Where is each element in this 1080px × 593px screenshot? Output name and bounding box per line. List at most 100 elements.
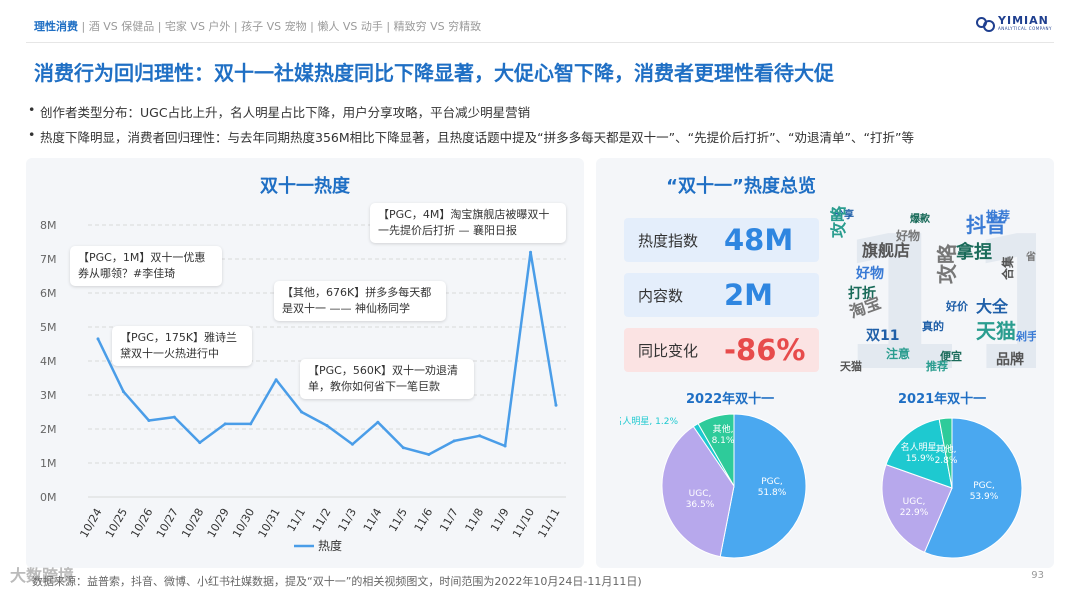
y-tick-label: 1M: [40, 457, 57, 470]
y-tick-label: 2M: [40, 423, 57, 436]
page-title: 消费行为回归理性：双十一社媒热度同比下降显著，大促心智下降，消费者更理性看待大促: [34, 61, 834, 85]
pie-label: 36.5%: [686, 500, 715, 510]
pie-label: 15.9%: [906, 454, 935, 464]
data-point: [554, 403, 558, 407]
wordcloud-word: 真的: [922, 319, 944, 333]
x-tick-label: 11/2: [310, 506, 334, 534]
x-tick-label: 11/7: [437, 506, 461, 534]
logo-name: YIMIAN: [998, 14, 1049, 27]
nav-item[interactable]: 懒人 VS 动手: [317, 20, 383, 33]
data-point: [198, 441, 202, 445]
wordcloud-word: 爆款: [910, 212, 931, 225]
nav-separator: |: [154, 20, 165, 33]
x-tick-label: 11/11: [535, 506, 562, 540]
pie-2022-title: 2022年双十一: [686, 392, 775, 407]
x-tick-label: 10/31: [256, 506, 283, 540]
data-point: [121, 390, 125, 394]
wordcloud-word: 便宜: [940, 349, 962, 363]
pie-2021-title: 2021年双十一: [898, 392, 987, 407]
pie-label: 其他,: [713, 423, 734, 435]
data-point: [147, 419, 151, 422]
metric-yoy-change: 同比变化 -86%: [624, 328, 819, 372]
pie-label: 2.8%: [935, 456, 958, 466]
wordcloud-word: 天猫: [976, 319, 1016, 343]
x-tick-label: 11/1: [285, 506, 309, 534]
y-tick-label: 3M: [40, 389, 57, 402]
metric-heat-index: 热度指数 48M: [624, 218, 819, 262]
metric-value: 48M: [724, 223, 794, 257]
pie-label: 51.8%: [758, 488, 787, 498]
bullet-heat-decline: 热度下降明显，消费者回归理性：与去年同期热度356M相比下降显著，且热度话题中提…: [28, 127, 914, 146]
wordcloud-word: 双11: [866, 328, 899, 344]
pie-label: 名人明星, 1.2%: [620, 415, 678, 427]
wordcloud-word: 分享: [834, 208, 854, 221]
data-point: [223, 422, 227, 426]
y-tick-label: 8M: [40, 219, 57, 232]
wordcloud-word: 省钱: [1025, 250, 1036, 263]
x-tick-label: 10/25: [103, 506, 130, 540]
callout-pgc-560k: 【PGC，560K】双十一劝退清单，教你如何省下一笔巨款: [300, 359, 474, 399]
metric-value: -86%: [724, 333, 806, 367]
logo-icon: [976, 14, 996, 32]
metric-label: 内容数: [638, 286, 684, 305]
data-point: [376, 420, 380, 424]
pie-label: PGC,: [761, 477, 783, 487]
y-tick-label: 4M: [40, 355, 57, 368]
yimian-logo: YIMIAN ANALYTICAL COMPANY: [976, 14, 1052, 32]
pie-slice-名人明星: [885, 418, 953, 489]
data-point: [478, 434, 482, 438]
metric-label: 热度指数: [638, 231, 699, 250]
nav-item[interactable]: 理性消费: [34, 20, 78, 33]
callout-pgc-175k: 【PGC，175K】雅诗兰黛双十一火热进行中: [112, 326, 252, 366]
data-point: [96, 337, 100, 341]
pie-label: UGC,: [903, 497, 926, 507]
wordcloud-word: 打折: [848, 285, 876, 302]
callout-pgc-4m: 【PGC，4M】淘宝旗舰店被曝双十一先提价后打折 — 襄阳日报: [370, 203, 566, 243]
pie-label: 22.9%: [900, 508, 929, 518]
x-tick-label: 10/30: [230, 506, 257, 540]
pie-slice-其他: [697, 413, 735, 488]
x-tick-label: 10/24: [77, 506, 104, 540]
metric-value: 2M: [724, 278, 774, 312]
x-tick-label: 11/10: [510, 506, 537, 540]
logo-tagline: ANALYTICAL COMPANY: [998, 26, 1052, 31]
pie-label: 其他,: [936, 443, 957, 455]
page-number: 93: [1031, 570, 1044, 581]
wordcloud-word: 剁手: [1016, 329, 1036, 343]
y-tick-label: 0M: [40, 491, 57, 504]
wordcloud-word: 合集: [1000, 255, 1015, 280]
pie-label: 名人明星,: [901, 441, 940, 453]
metric-content-count: 内容数 2M: [624, 273, 819, 317]
data-point: [529, 250, 533, 254]
wordcloud-word: 攻略: [829, 205, 848, 238]
bullet-creator-types: 创作者类型分布：UGC占比上升，名人明星占比下降，用户分享攻略，平台减少明星营销: [28, 102, 530, 121]
pie-label: PGC,: [973, 481, 995, 491]
nav-separator: |: [382, 20, 394, 33]
nav-item[interactable]: 宅家 VS 户外: [164, 20, 231, 33]
wordcloud-word: 好物: [895, 228, 920, 243]
x-tick-label: 11/8: [463, 506, 487, 534]
data-point: [427, 453, 431, 456]
pie-label: 8.1%: [712, 436, 735, 446]
x-tick-label: 11/5: [386, 506, 410, 534]
wordcloud-word: 好价: [945, 299, 969, 313]
overview-title: “双十一”热度总览: [666, 176, 816, 197]
nav-item[interactable]: 精致穷 VS 穷精致: [393, 20, 482, 33]
nav-separator: |: [230, 20, 242, 33]
nav-item[interactable]: 酒 VS 保健品: [88, 20, 155, 33]
nav-separator: |: [306, 20, 318, 33]
pie-chart-2022: PGC,51.8% UGC,36.5% 名人明星, 1.2% 其他,8.1%: [620, 413, 807, 559]
y-tick-label: 6M: [40, 287, 57, 300]
x-tick-label: 10/27: [154, 506, 181, 540]
pie-slice-UGC: [881, 463, 953, 554]
wordcloud-word: 推荐: [926, 359, 948, 373]
wordcloud-shape-text: 11: [836, 200, 1036, 378]
top-nav: 理性消费 | 酒 VS 保健品 | 宅家 VS 户外 | 孩子 VS 宠物 | …: [34, 18, 481, 34]
nav-item[interactable]: 孩子 VS 宠物: [241, 20, 307, 33]
source-note: 数据来源：益普索，抖音、微博、小红书社媒数据，提及“双十一”的相关视频图文，时间…: [32, 575, 642, 588]
metric-label: 同比变化: [638, 341, 699, 360]
pie-label: 53.9%: [970, 492, 999, 502]
callout-other-676k: 【其他，676K】拼多多每天都是双十一 —— 神仙杨同学: [274, 281, 446, 321]
wordcloud-word: 好物: [855, 265, 884, 282]
y-tick-label: 5M: [40, 321, 57, 334]
